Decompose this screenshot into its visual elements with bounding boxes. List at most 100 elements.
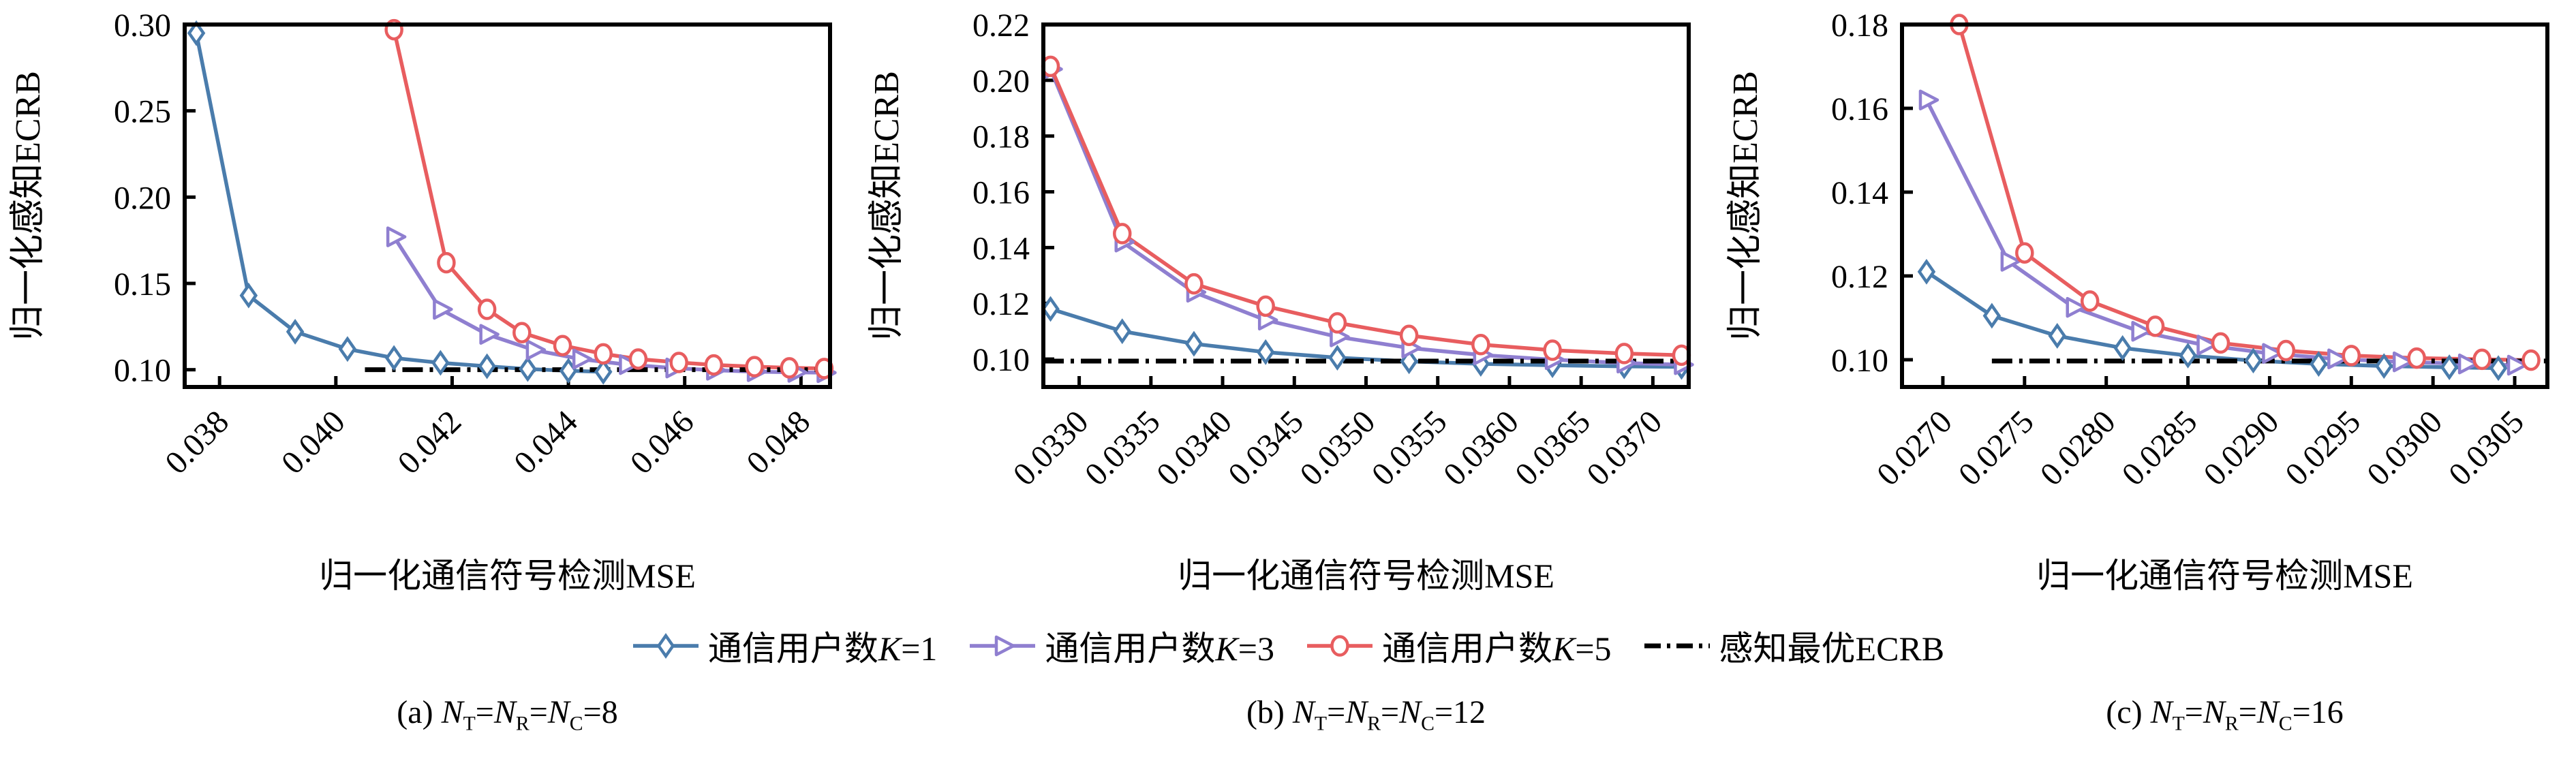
y-tick-label: 0.12 bbox=[972, 286, 1030, 322]
legend-item-k3: 通信用户数K=3 bbox=[968, 621, 1274, 670]
x-tick-label: 0.0365 bbox=[1508, 403, 1597, 493]
series-marker-2 bbox=[553, 335, 572, 356]
series-marker-1 bbox=[433, 298, 453, 320]
chart-panel-b: 归一化感知ECRB 0.10 0.12 0.14 0.16 0.18 0.20 0.22 0.0… bbox=[859, 0, 1717, 597]
x-tick-label: 0.0275 bbox=[1952, 403, 2041, 493]
y-tick-label: 0.18 bbox=[972, 119, 1030, 155]
x-tick-label: 0.0345 bbox=[1221, 403, 1310, 493]
series-line-2 bbox=[1048, 64, 1684, 358]
x-tick-label: 0.0305 bbox=[2442, 403, 2531, 493]
x-tick-label: 0.038 bbox=[158, 403, 236, 481]
series-marker-0 bbox=[1328, 345, 1347, 371]
x-tick-label: 0.0295 bbox=[2278, 403, 2367, 493]
series-marker-1 bbox=[2131, 320, 2151, 342]
series-marker-1 bbox=[2392, 351, 2413, 373]
y-tick-label: 0.12 bbox=[1831, 259, 1888, 295]
series-marker-2 bbox=[512, 322, 532, 343]
series-marker-0 bbox=[338, 336, 357, 362]
series-marker-0 bbox=[2244, 347, 2263, 374]
series-marker-2 bbox=[2211, 332, 2230, 354]
y-tick-label: 0.15 bbox=[114, 266, 171, 302]
series-line-2 bbox=[1957, 22, 2533, 362]
series-marker-1 bbox=[2457, 353, 2479, 375]
series-marker-2 bbox=[669, 352, 688, 373]
chart-panel-c: 归一化感知ECRB 0.10 0.12 0.14 0.16 0.18 0.0270 0.027… bbox=[1717, 0, 2576, 597]
x-tick-label: 0.0290 bbox=[2196, 403, 2286, 493]
series-marker-2 bbox=[628, 348, 648, 370]
series-marker-2 bbox=[780, 357, 799, 379]
x-tick-label: 0.0335 bbox=[1078, 403, 1167, 493]
series-marker-0 bbox=[384, 345, 403, 371]
series-marker-2 bbox=[745, 356, 764, 377]
y-tick-label: 0.10 bbox=[1831, 343, 1888, 379]
series-line-1 bbox=[1925, 97, 2517, 367]
x-tick-label: 0.044 bbox=[507, 403, 585, 481]
y-axis-label: 归一化感知ECRB bbox=[9, 71, 48, 341]
caption-b: (b) NT=NR=NC=12 bbox=[859, 694, 1717, 736]
series-marker-2 bbox=[2145, 315, 2165, 337]
y-tick-label: 0.18 bbox=[1831, 7, 1888, 44]
legend-item-k1: 通信用户数K=1 bbox=[632, 621, 937, 670]
diamond-marker-icon bbox=[632, 633, 699, 659]
series-marker-1 bbox=[2262, 343, 2282, 364]
series-marker-0 bbox=[2489, 355, 2508, 382]
caption-c-prefix: (c) bbox=[2106, 694, 2143, 730]
series-marker-1 bbox=[2327, 348, 2348, 370]
y-tick-label: 0.14 bbox=[972, 230, 1030, 266]
series-marker-2 bbox=[2015, 242, 2034, 264]
x-tick-label: 0.0280 bbox=[2034, 403, 2123, 493]
series-marker-0 bbox=[1113, 318, 1131, 345]
series-marker-2 bbox=[2521, 349, 2541, 371]
series-marker-2 bbox=[477, 298, 497, 320]
series-marker-0 bbox=[2310, 351, 2328, 377]
x-tick-label: 0.0360 bbox=[1437, 403, 1526, 493]
captions-row: (a) NT=NR=NC=8 (b) NT=NR=NC=12 (c) NT=NR… bbox=[0, 694, 2576, 736]
x-tick-label: 0.040 bbox=[275, 403, 352, 481]
series-marker-2 bbox=[2276, 339, 2296, 362]
legend-item-k5: 通信用户数K=5 bbox=[1306, 621, 1612, 670]
series-marker-2 bbox=[2472, 348, 2491, 371]
series-marker-2 bbox=[1184, 273, 1203, 295]
series-marker-2 bbox=[2080, 290, 2100, 312]
x-tick-label: 0.0330 bbox=[1007, 403, 1096, 493]
series-marker-0 bbox=[431, 350, 450, 376]
series-marker-1 bbox=[479, 324, 500, 345]
series-marker-0 bbox=[1184, 330, 1203, 357]
legend-label-k5: 通信用户数K=5 bbox=[1381, 630, 1612, 668]
caption-a: (a) NT=NR=NC=8 bbox=[0, 694, 859, 736]
x-tick-label: 0.0300 bbox=[2360, 403, 2449, 493]
y-tick-label: 0.30 bbox=[114, 7, 171, 44]
legend-item-ecrb: 感知最优ECRB bbox=[1643, 621, 1944, 670]
dashdot-line-icon bbox=[1644, 643, 1710, 649]
caption-b-prefix: (b) bbox=[1246, 694, 1285, 730]
x-axis-label-b: 归一化通信符号检测MSE bbox=[1178, 557, 1554, 595]
series-marker-1 bbox=[2506, 354, 2528, 376]
series-marker-0 bbox=[594, 358, 613, 385]
x-tick-label: 0.0350 bbox=[1293, 403, 1382, 493]
circle-marker-icon bbox=[1306, 635, 1373, 657]
y-tick-label: 0.22 bbox=[972, 7, 1030, 44]
x-tick-label: 0.046 bbox=[624, 403, 701, 481]
y-tick-label: 0.10 bbox=[114, 353, 171, 389]
caption-b-formula: NT=NR=NC=12 bbox=[1292, 694, 1486, 735]
series-marker-2 bbox=[2342, 345, 2361, 367]
chart-b: 归一化感知ECRB 0.10 0.12 0.14 0.16 0.18 0.20 0.22 0.0… bbox=[868, 7, 1694, 493]
series-marker-2 bbox=[1328, 312, 1347, 334]
chart-c: 归一化感知ECRB 0.10 0.12 0.14 0.16 0.18 0.02700.027… bbox=[1726, 7, 2549, 493]
series-marker-0 bbox=[2440, 354, 2459, 381]
series-marker-0 bbox=[187, 20, 206, 46]
series-marker-2 bbox=[2407, 347, 2426, 369]
series-marker-2 bbox=[1256, 295, 1275, 317]
x-tick-label: 0.0370 bbox=[1580, 403, 1669, 493]
series-marker-2 bbox=[704, 354, 724, 376]
series-line-0 bbox=[194, 31, 606, 374]
y-tick-label: 0.20 bbox=[972, 63, 1030, 99]
legend-label-k3: 通信用户数K=3 bbox=[1045, 630, 1274, 668]
series-marker-0 bbox=[2179, 342, 2197, 369]
series-marker-2 bbox=[1543, 339, 1562, 361]
x-tick-label: 0.0270 bbox=[1870, 403, 1959, 493]
series-marker-0 bbox=[1917, 258, 1936, 285]
y-tick-label: 0.20 bbox=[114, 180, 171, 216]
chart-a: 归一化感知ECRB 0.10 0.15 0.20 0.25 0.30 0.038 0.040 0… bbox=[9, 7, 837, 481]
x-tick-label: 0.0340 bbox=[1150, 403, 1239, 493]
